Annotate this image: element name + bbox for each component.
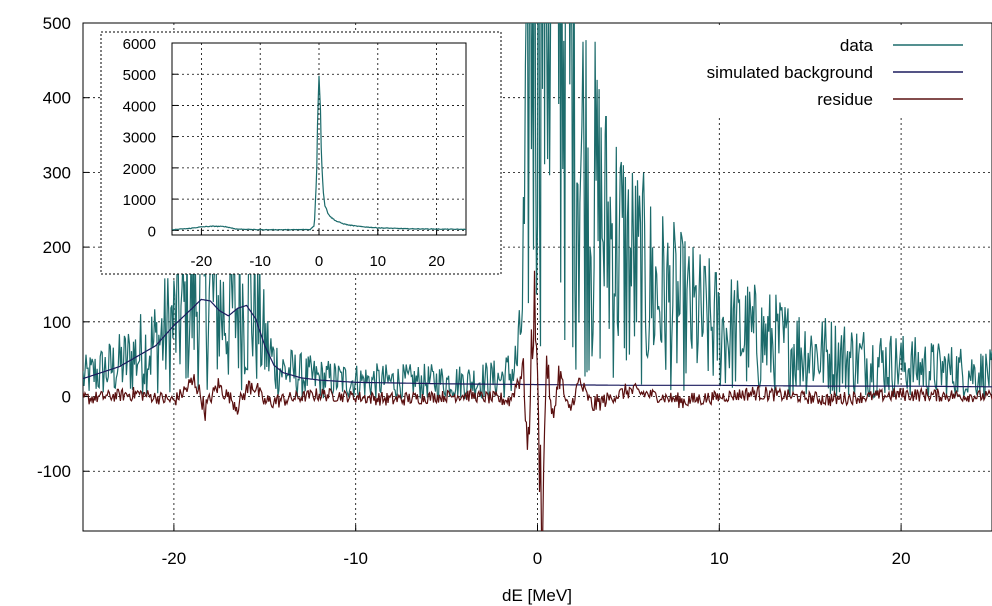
main-x-tick-label: 10 bbox=[710, 549, 729, 568]
inset-x-tick-label: -10 bbox=[249, 253, 271, 270]
main-y-tick-label: 400 bbox=[43, 89, 71, 108]
inset-y-tick-label: 0 bbox=[148, 223, 156, 240]
inset-series-group bbox=[172, 75, 466, 231]
main-y-tick-label: 500 bbox=[43, 14, 71, 33]
inset-y-tick-label: 6000 bbox=[123, 36, 156, 53]
legend-entries: data simulated background residue bbox=[707, 36, 963, 109]
main-x-tick-labels: -20 -10 0 10 20 bbox=[162, 549, 911, 568]
inset-x-tick-label: 0 bbox=[315, 253, 323, 270]
main-x-tick-label: -20 bbox=[162, 549, 187, 568]
main-y-tick-label: -100 bbox=[37, 462, 71, 481]
inset-y-tick-label: 5000 bbox=[123, 67, 156, 84]
inset-x-tick-label: 10 bbox=[369, 253, 386, 270]
inset-grid bbox=[172, 42, 466, 235]
inset-y-tick-label: 2000 bbox=[123, 161, 156, 178]
inset-x-tick-label: -20 bbox=[191, 253, 213, 270]
inset-y-tick-label: 3000 bbox=[123, 130, 156, 147]
inset-y-tick-labels: 0 1000 2000 3000 4000 5000 6000 bbox=[123, 36, 156, 240]
main-series-residue bbox=[83, 270, 992, 531]
inset-y-tick-label: 1000 bbox=[123, 192, 156, 209]
legend: data simulated background residue bbox=[600, 28, 990, 116]
legend-label-data: data bbox=[840, 36, 874, 55]
legend-label-residue: residue bbox=[817, 90, 873, 109]
inset-background bbox=[100, 31, 502, 275]
inset-series-line bbox=[172, 75, 466, 231]
inset-x-tick-labels: -20 -10 0 10 20 bbox=[191, 253, 445, 270]
main-y-tick-labels: -100 0 100 200 300 400 500 bbox=[37, 14, 71, 481]
main-x-tick-label: 0 bbox=[533, 549, 542, 568]
inset-plot: -20 -10 0 10 20 0 1000 2000 3000 4000 5000 6000 bbox=[100, 31, 502, 275]
inset-y-tick-label: 4000 bbox=[123, 98, 156, 115]
main-y-tick-label: 100 bbox=[43, 313, 71, 332]
inset-x-tick-label: 20 bbox=[428, 253, 445, 270]
main-y-tick-label: 0 bbox=[62, 388, 71, 407]
main-y-tick-label: 300 bbox=[43, 163, 71, 182]
main-x-tick-label: 20 bbox=[892, 549, 911, 568]
x-axis-label: dE [MeV] bbox=[502, 586, 572, 605]
main-x-tick-label: -10 bbox=[343, 549, 368, 568]
main-y-tick-label: 200 bbox=[43, 238, 71, 257]
legend-label-simulated-background: simulated background bbox=[707, 63, 873, 82]
inset-plot-frame bbox=[171, 42, 467, 236]
